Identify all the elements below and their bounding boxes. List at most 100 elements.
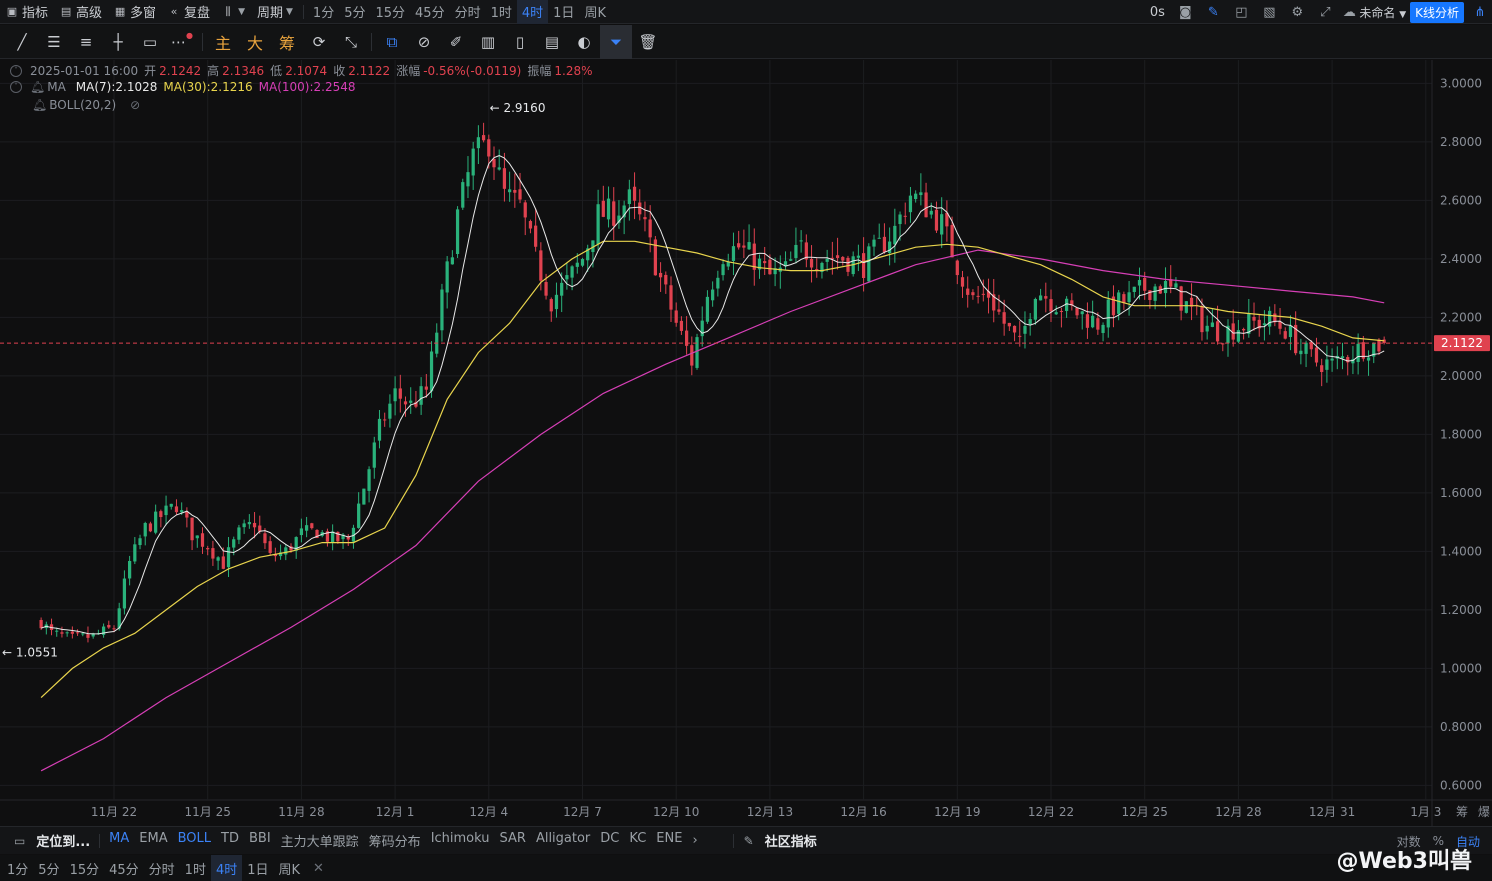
ruler-icon[interactable]: ⊘ — [417, 32, 431, 51]
lock-icon[interactable]: ▯ — [515, 32, 525, 51]
rectangle-icon[interactable]: ▭ — [142, 32, 158, 51]
advanced-button[interactable]: ▤ 高级 — [60, 4, 103, 21]
indicator-td[interactable]: TD — [221, 831, 239, 846]
log-scale-toggle[interactable]: 对数 — [1396, 834, 1421, 849]
y-tick-label: 0.6000 — [1440, 778, 1482, 792]
more-icon[interactable]: ⋯ ● — [171, 31, 193, 51]
period-button[interactable]: 周期 ▼ — [256, 6, 293, 21]
bell-icon[interactable]: 🔔︎ — [32, 98, 48, 112]
community-indicators-button[interactable]: 社区指标 — [764, 835, 817, 850]
indicator-bbi[interactable]: BBI — [248, 831, 271, 846]
bottom-timeframe-tab[interactable]: 1时 — [184, 862, 206, 878]
parallel-lines-icon[interactable]: ☰ — [47, 32, 61, 51]
candle-body — [60, 632, 64, 634]
indicator-kc[interactable]: KC — [629, 831, 647, 846]
candle-body — [690, 345, 694, 366]
expand-icon[interactable]: ◰ — [1235, 4, 1248, 20]
top-toolbar: ▣ 指标 ▤ 高级 ▦ 多窗 «复盘 ⫼ ▼ 周期 ▼ 1分 5分 15分 45分 分时 1时 4时 1… — [0, 0, 1492, 24]
chip-tool[interactable]: 筹 — [278, 33, 295, 53]
collapse-icon[interactable]: ˅ — [10, 64, 22, 77]
bars-icon[interactable]: ▥ — [480, 32, 496, 51]
candle-body — [695, 337, 699, 368]
bell-icon[interactable]: 🔔︎ — [30, 80, 46, 94]
percent-scale-toggle[interactable]: % — [1432, 834, 1444, 848]
bottom-timeframe-tab[interactable]: 1日 — [247, 862, 269, 878]
timeframe-tab[interactable]: 周K — [584, 6, 606, 21]
timeframe-tab[interactable]: 1日 — [553, 6, 575, 21]
candle-body — [731, 246, 736, 262]
indicator-主力大单跟踪[interactable]: 主力大单跟踪 — [280, 835, 359, 850]
template-icon[interactable]: ▧ — [1263, 4, 1276, 20]
select-icon[interactable]: ⧉ — [386, 32, 398, 51]
timeframe-tab[interactable]: 分时 — [454, 6, 481, 21]
kline-analysis-button[interactable]: K线分析 — [1410, 1, 1464, 23]
multi-window-button[interactable]: ▦ 多窗 — [114, 4, 157, 21]
chevron-down-icon: ▼ — [286, 6, 293, 17]
filter-icon[interactable]: ⏷ — [600, 24, 632, 59]
replay-button[interactable]: «复盘 — [162, 0, 216, 24]
timeframe-tab[interactable]: 1分 — [312, 6, 335, 21]
locate-button[interactable]: 定位到... — [36, 835, 91, 850]
price-chart[interactable]: 3.0000 2.8000 2.6000 2.4000 2.2000 2.0000 1.80… — [0, 60, 1492, 826]
candle-body — [591, 240, 595, 253]
candle-body — [304, 525, 309, 531]
candle-body — [346, 536, 350, 540]
indicator-ichimoku[interactable]: Ichimoku — [430, 831, 490, 846]
timeframe-tab[interactable]: 1时 — [490, 6, 512, 21]
burst-axis-label: 爆 — [1478, 805, 1490, 819]
candle-body — [705, 296, 710, 322]
trash-icon[interactable]: 🗑 — [638, 32, 658, 51]
bottom-timeframe-tab[interactable]: 周K — [278, 862, 301, 878]
gear-icon[interactable]: ⚙ — [1291, 4, 1304, 20]
cycle-icon[interactable]: ⟳ — [312, 32, 326, 51]
eye-off-icon[interactable]: ⊘ — [130, 98, 141, 112]
magnet-icon[interactable]: ◐ — [577, 32, 591, 51]
auto-scale-toggle[interactable]: 自动 — [1455, 834, 1480, 849]
timeframe-tab[interactable]: 5分 — [344, 6, 366, 21]
indicator-boll[interactable]: BOLL — [177, 831, 212, 846]
fullscreen-icon[interactable]: ⤢ — [1320, 4, 1331, 20]
candle-body — [1023, 325, 1027, 334]
ruler-icon[interactable]: ▭ — [14, 833, 26, 848]
bottom-timeframe-tab[interactable]: 1分 — [7, 862, 29, 878]
x-tick-label: 12月 16 — [840, 805, 886, 819]
horizontal-line-icon[interactable]: ┼ — [113, 32, 123, 51]
brush-icon[interactable]: ✐ — [449, 32, 463, 51]
indicator-alligator[interactable]: Alligator — [535, 831, 591, 846]
line-tool-icon[interactable]: ╱ — [17, 32, 27, 51]
indicator-ema[interactable]: EMA — [139, 831, 168, 846]
bottom-timeframe-tab[interactable]: 5分 — [38, 862, 60, 878]
pencil-icon[interactable]: ✎ — [1207, 4, 1219, 20]
candle-body — [1091, 315, 1095, 328]
main-force-tool[interactable]: 主 — [214, 33, 231, 53]
bottom-timeframe-tab[interactable]: 45分 — [109, 862, 139, 878]
list-icon[interactable]: ▤ — [544, 32, 560, 51]
candle-body — [1117, 292, 1121, 314]
large-order-tool[interactable]: 大 — [246, 33, 263, 53]
indicator-ma[interactable]: MA — [109, 831, 130, 846]
indicator-sar[interactable]: SAR — [499, 831, 526, 846]
timeframe-tab[interactable]: 15分 — [375, 6, 406, 21]
indicator-筹码分布[interactable]: 筹码分布 — [368, 835, 421, 850]
chart-type-button[interactable]: ⫼ ▼ — [216, 0, 251, 24]
camera-icon[interactable]: ◙ — [1179, 4, 1192, 20]
chart-canvas[interactable]: 3.0000 2.8000 2.6000 2.4000 2.2000 2.0000 1.80… — [0, 60, 1492, 826]
indicator-ene[interactable]: ENE — [656, 831, 683, 846]
timeframe-tab[interactable]: 45分 — [415, 6, 445, 21]
bottom-timeframe-tab[interactable]: 4时 — [210, 855, 243, 881]
timeframe-tab[interactable]: 4时 — [516, 0, 549, 24]
edit-icon[interactable]: ✎ — [743, 833, 754, 848]
indicators-button[interactable]: ▣ 指标 — [6, 4, 49, 21]
indicator-dc[interactable]: DC — [600, 831, 620, 846]
collapse-icon[interactable]: ˅ — [10, 81, 22, 93]
candle-body — [976, 295, 980, 297]
close-icon[interactable]: ✕ — [313, 860, 324, 876]
chip-axis-label: 筹 — [1456, 805, 1468, 819]
chevron-right-icon[interactable]: › — [692, 833, 698, 848]
bottom-timeframe-tab[interactable]: 15分 — [69, 862, 100, 878]
measure-icon[interactable]: ⤡ — [344, 32, 357, 51]
layout-name-select[interactable]: 未命名 ▼ — [1359, 5, 1407, 20]
bottom-timeframe-tab[interactable]: 分时 — [148, 862, 175, 878]
lines-icon[interactable]: ≡ — [79, 32, 93, 51]
share-icon[interactable]: ⋔ — [1474, 4, 1486, 20]
